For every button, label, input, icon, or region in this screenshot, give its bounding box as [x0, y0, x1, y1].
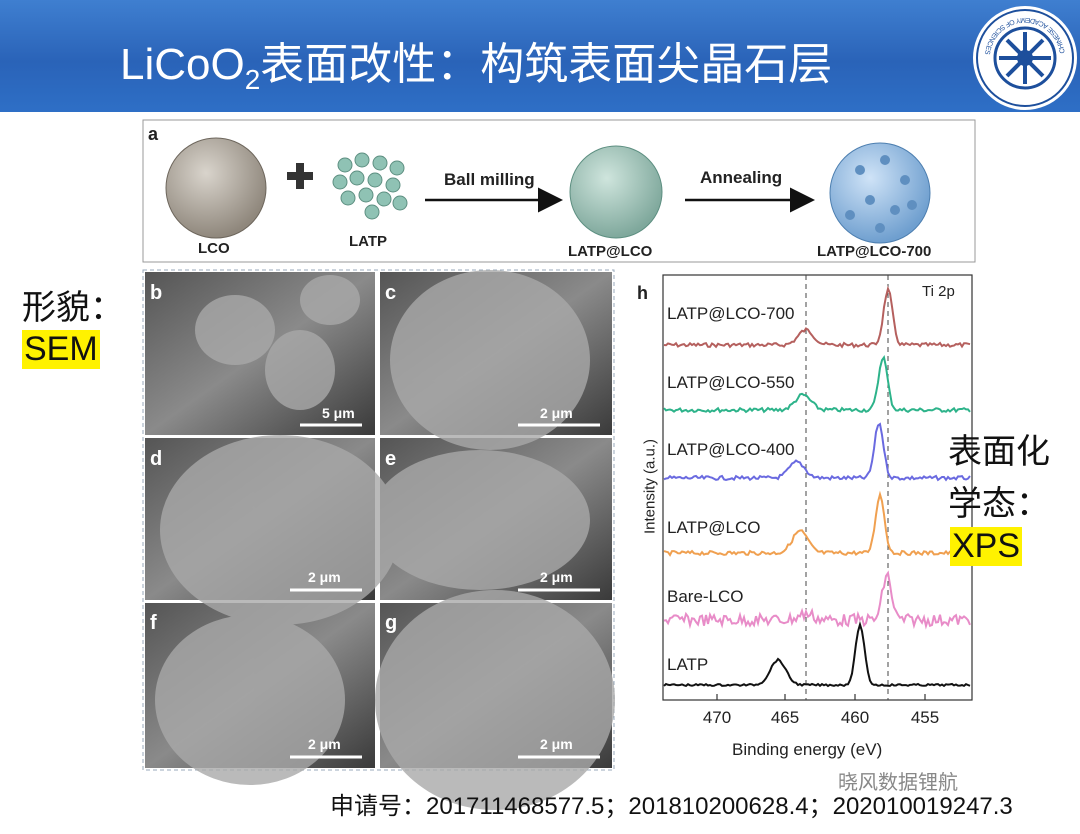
panel-letter: d — [150, 448, 163, 470]
arrow-label: Ball milling — [444, 170, 535, 189]
panel-letter: b — [150, 282, 163, 304]
scale-bar-label: 2 μm — [308, 736, 341, 752]
scale-bar-label: 2 μm — [540, 405, 573, 421]
panel-letter: f — [150, 612, 157, 634]
sample-label: Bare-LCO — [667, 587, 744, 606]
sample-label: LATP@LCO-550 — [667, 373, 795, 392]
arrow-label: Annealing — [700, 168, 783, 187]
watermark: 晓风数据锂航 — [838, 772, 958, 794]
x-tick-label: 455 — [910, 708, 940, 727]
schematic-label: LATP@LCO-700 — [817, 243, 932, 260]
spectrum — [663, 570, 971, 630]
scale-bar-label: 2 μm — [540, 736, 573, 752]
side-label-highlight: XPS — [950, 527, 1023, 566]
xps-frame — [662, 274, 973, 701]
y-axis-label: Intensity (a.u.) — [641, 438, 659, 535]
title-subscript: 2 — [244, 64, 261, 95]
title-rest: 表面改性：构筑表面尖晶石层 — [260, 40, 833, 89]
latp-lco-particle — [569, 145, 663, 239]
schematic-label: LCO — [198, 240, 230, 257]
latp-particles — [332, 152, 408, 220]
scale-bar-label: 2 μm — [540, 569, 573, 585]
panel-letter: h — [637, 283, 648, 303]
spectrum — [663, 422, 971, 482]
x-axis-label: Binding energy (eV) — [732, 740, 883, 759]
spectrum — [663, 490, 971, 557]
slide-title: LiCoO2表面改性：构筑表面尖晶石层 — [120, 28, 832, 96]
spectrum — [663, 354, 971, 414]
footer-text: 申请号：201711468577.5；201810200628.4；202010… — [330, 793, 1013, 820]
panel-letter: e — [385, 448, 397, 470]
spectrum — [663, 620, 971, 688]
schematic-label: LATP — [349, 233, 388, 250]
side-label-highlight: SEM — [22, 330, 100, 369]
x-tick-label: 470 — [702, 708, 732, 727]
panel-letter: c — [385, 282, 397, 304]
panel-letter: a — [148, 124, 159, 144]
side-label: 学态： — [948, 485, 1050, 523]
latp-lco-700-particle — [829, 142, 931, 244]
schematic-label: LATP@LCO — [568, 243, 653, 260]
sample-label: LATP@LCO-400 — [667, 440, 795, 459]
title-main: LiCoO — [120, 40, 245, 89]
sample-label: LATP — [667, 655, 709, 674]
sample-label: LATP@LCO — [667, 518, 761, 537]
xps-curves — [663, 285, 971, 688]
spectrum — [663, 285, 971, 349]
lco-particle — [165, 137, 267, 239]
panel-letter: g — [385, 612, 398, 634]
scale-bar-label: 5 μm — [322, 405, 355, 421]
side-label: 形貌： — [22, 289, 124, 327]
scale-bar-label: 2 μm — [308, 569, 341, 585]
x-tick-label: 465 — [770, 708, 800, 727]
x-tick-label: 460 — [840, 708, 870, 727]
region-label: Ti 2p — [922, 283, 955, 300]
header-band — [0, 0, 1080, 112]
side-label: 表面化 — [948, 433, 1050, 471]
sample-label: LATP@LCO-700 — [667, 304, 795, 323]
